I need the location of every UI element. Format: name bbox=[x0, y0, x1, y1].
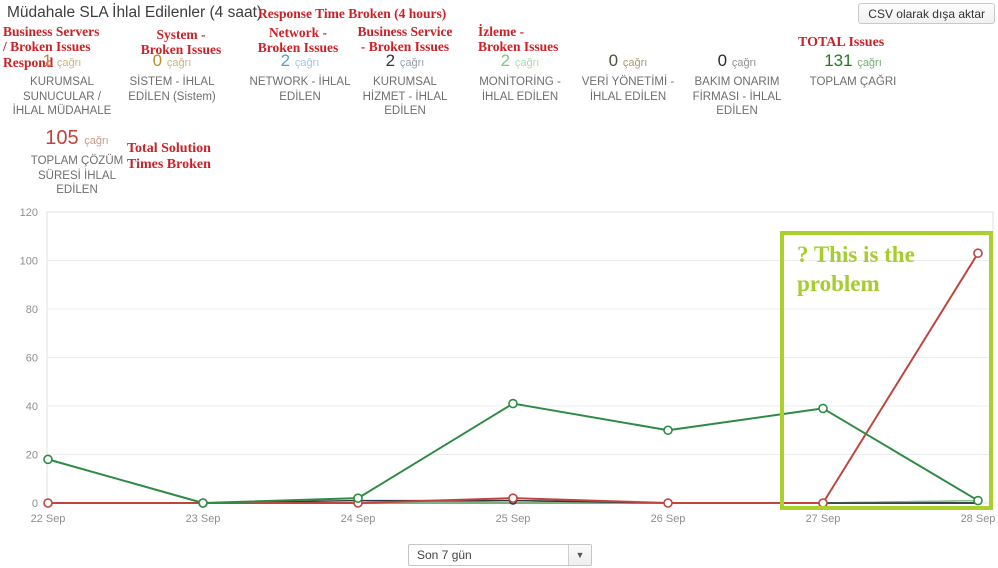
stat-number: 0 bbox=[608, 51, 619, 70]
svg-text:20: 20 bbox=[26, 450, 38, 462]
stat-number: 2 bbox=[385, 51, 396, 70]
stat-value: 0 çağrı bbox=[112, 52, 232, 72]
annotation-izleme: İzleme - Broken Issues bbox=[478, 24, 559, 55]
svg-text:40: 40 bbox=[26, 401, 38, 413]
stat-sistem: 0 çağrı SİSTEM - İHLAL EDİLEN (Sistem) bbox=[112, 52, 232, 104]
svg-text:28 Sep: 28 Sep bbox=[961, 513, 996, 525]
stat-label: BAKIM ONARIM FİRMASI - İHLAL EDİLEN bbox=[692, 76, 782, 117]
annotation-system: System - Broken Issues bbox=[140, 27, 222, 58]
annotation-business-servers: Business Servers / Broken Issues Respond bbox=[3, 24, 100, 70]
stat-number: 105 bbox=[45, 127, 79, 149]
stat-value: 0 çağrı bbox=[568, 52, 688, 72]
stat-monitoring: 2 çağrı MONİTORİNG - İHLAL EDİLEN bbox=[460, 52, 580, 104]
annotation-total-solution: Total Solution Times Broken bbox=[127, 141, 211, 172]
annotation-network: Network - Broken Issues bbox=[257, 25, 339, 56]
svg-text:27 Sep: 27 Sep bbox=[806, 513, 841, 525]
sla-line-chart: 0 20 40 60 80 100 120 22 Sep 23 Sep 24 Sep 25 Sep 2… bbox=[20, 207, 996, 525]
page-title: Müdahale SLA İhlal Edilenler (4 saat) bbox=[7, 4, 263, 21]
stat-label: SİSTEM - İHLAL EDİLEN (Sistem) bbox=[128, 76, 216, 103]
chevron-down-icon: ▼ bbox=[568, 545, 591, 565]
svg-text:25 Sep: 25 Sep bbox=[496, 513, 531, 525]
stat-value: 131 çağrı bbox=[793, 52, 913, 72]
stat-number: 0 bbox=[717, 51, 728, 70]
annotation-total-issues: TOTAL Issues bbox=[798, 35, 885, 50]
stat-value: 0 çağrı bbox=[677, 52, 797, 72]
stat-number: 1 bbox=[42, 51, 53, 70]
svg-text:23 Sep: 23 Sep bbox=[186, 513, 221, 525]
stat-unit: çağrı bbox=[514, 57, 540, 69]
annotation-business-service: Business Service - Broken Issues bbox=[357, 24, 453, 55]
stat-network: 2 çağrı NETWORK - İHLAL EDİLEN bbox=[240, 52, 360, 104]
svg-text:24 Sep: 24 Sep bbox=[341, 513, 376, 525]
export-csv-button[interactable]: CSV olarak dışa aktar bbox=[858, 3, 995, 24]
annotation-response-time: Response Time Broken (4 hours) bbox=[258, 6, 447, 21]
stat-unit: çağrı bbox=[294, 57, 320, 69]
svg-text:22 Sep: 22 Sep bbox=[31, 513, 66, 525]
svg-text:60: 60 bbox=[26, 353, 38, 365]
stat-value: 1 çağrı bbox=[2, 52, 122, 72]
stat-toplam-cozum-suresi: 105 çağrı TOPLAM ÇÖZÜM SÜRESİ İHLAL EDİL… bbox=[17, 128, 137, 198]
stat-value: 2 çağrı bbox=[460, 52, 580, 72]
svg-text:26 Sep: 26 Sep bbox=[651, 513, 686, 525]
stat-unit: çağrı bbox=[84, 135, 109, 147]
stat-veri-yonetimi: 0 çağrı VERİ YÖNETİMİ - İHLAL EDİLEN bbox=[568, 52, 688, 104]
stat-toplam-cagri: 131 çağrı TOPLAM ÇAĞRI bbox=[793, 52, 913, 90]
stat-kurumsal-sunucular: 1 çağrı KURUMSAL SUNUCULAR / İHLAL MÜDAH… bbox=[2, 52, 122, 119]
stat-label: KURUMSAL HİZMET - İHLAL EDİLEN bbox=[362, 76, 448, 117]
svg-text:80: 80 bbox=[26, 304, 38, 316]
stat-value: 2 çağrı bbox=[345, 52, 465, 72]
stat-unit: çağrı bbox=[622, 57, 648, 69]
stat-value: 2 çağrı bbox=[240, 52, 360, 72]
stat-kurumsal-hizmet: 2 çağrı KURUMSAL HİZMET - İHLAL EDİLEN bbox=[345, 52, 465, 119]
date-range-value: Son 7 gün bbox=[417, 548, 472, 562]
stat-number: 0 bbox=[152, 51, 163, 70]
date-range-select[interactable]: Son 7 gün ▼ bbox=[408, 544, 592, 566]
stat-number: 2 bbox=[280, 51, 291, 70]
svg-text:0: 0 bbox=[32, 498, 38, 510]
stat-unit: çağrı bbox=[56, 57, 82, 69]
stat-label: NETWORK - İHLAL EDİLEN bbox=[249, 76, 351, 103]
stat-unit: çağrı bbox=[399, 57, 425, 69]
stat-value: 105 çağrı bbox=[17, 128, 137, 151]
stat-number: 131 bbox=[824, 51, 853, 70]
stat-label: VERİ YÖNETİMİ - İHLAL EDİLEN bbox=[581, 76, 675, 103]
stat-number: 2 bbox=[500, 51, 511, 70]
stat-unit: çağrı bbox=[731, 57, 757, 69]
stat-unit: çağrı bbox=[857, 57, 882, 69]
stat-label: KURUMSAL SUNUCULAR / İHLAL MÜDAHALE bbox=[12, 76, 112, 117]
stat-unit: çağrı bbox=[166, 57, 192, 69]
svg-text:120: 120 bbox=[20, 207, 38, 219]
stat-label: MONİTORİNG - İHLAL EDİLEN bbox=[479, 76, 561, 103]
stat-bakim-onarim: 0 çağrı BAKIM ONARIM FİRMASI - İHLAL EDİ… bbox=[677, 52, 797, 119]
stat-label: TOPLAM ÇÖZÜM SÜRESİ İHLAL EDİLEN bbox=[30, 155, 124, 196]
stat-label: TOPLAM ÇAĞRI bbox=[809, 76, 897, 88]
svg-text:100: 100 bbox=[20, 256, 38, 268]
